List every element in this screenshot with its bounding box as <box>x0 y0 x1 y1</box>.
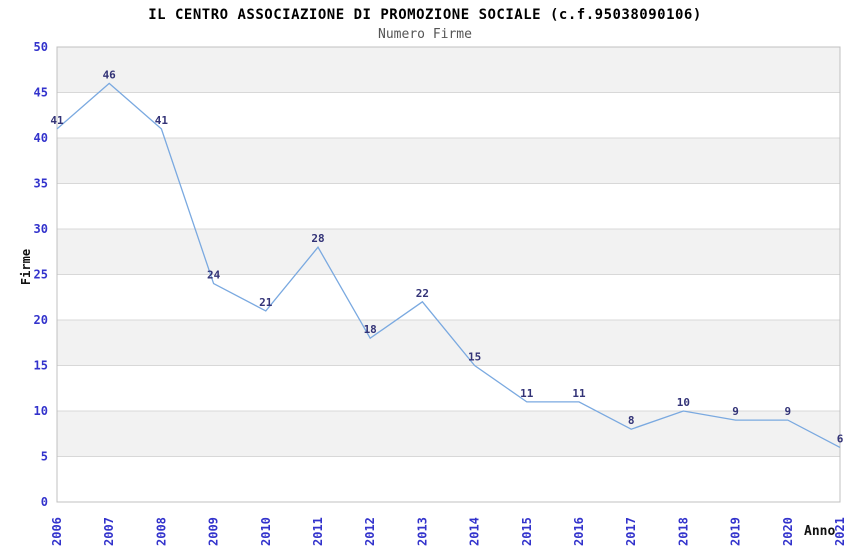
y-tick-label: 0 <box>41 495 48 509</box>
data-label: 41 <box>50 114 64 127</box>
y-tick-label: 35 <box>34 177 48 191</box>
x-tick-label: 2017 <box>624 517 638 546</box>
x-tick-label: 2007 <box>102 517 116 546</box>
series-line <box>56 82 841 448</box>
x-tick-label: 2010 <box>259 517 273 546</box>
x-tick-label: 2013 <box>415 517 429 546</box>
data-label: 9 <box>732 405 739 418</box>
data-label: 8 <box>628 414 635 427</box>
data-label: 11 <box>572 387 586 400</box>
x-tick-label: 2015 <box>520 517 534 546</box>
plot-band <box>57 229 840 275</box>
data-label: 24 <box>207 269 221 282</box>
plot-band <box>57 138 840 184</box>
data-label: 21 <box>259 296 273 309</box>
plot-band <box>57 47 840 93</box>
data-label: 46 <box>103 68 117 81</box>
y-tick-label: 40 <box>34 131 48 145</box>
x-tick-label: 2018 <box>676 517 690 546</box>
data-label: 11 <box>520 387 534 400</box>
data-label: 41 <box>155 114 169 127</box>
x-tick-label: 2014 <box>468 517 482 546</box>
x-tick-label: 2016 <box>572 517 586 546</box>
data-label: 6 <box>837 432 844 445</box>
y-tick-label: 50 <box>34 40 48 54</box>
x-tick-label: 2019 <box>729 517 743 546</box>
data-label: 15 <box>468 351 481 364</box>
y-tick-label: 5 <box>41 450 48 464</box>
data-label: 18 <box>364 323 377 336</box>
x-tick-label: 2020 <box>781 517 795 546</box>
plot-border <box>56 46 841 503</box>
chart-title: IL CENTRO ASSOCIAZIONE DI PROMOZIONE SOC… <box>148 7 702 23</box>
x-tick-label: 2012 <box>363 517 377 546</box>
y-tick-label: 15 <box>34 359 48 373</box>
y-tick-label: 25 <box>34 268 48 282</box>
data-label: 22 <box>416 287 429 300</box>
chart-subtitle: Numero Firme <box>378 27 472 42</box>
data-label: 28 <box>311 232 324 245</box>
y-tick-label: 45 <box>34 86 48 100</box>
plot-band <box>57 320 840 366</box>
y-tick-label: 10 <box>34 404 48 418</box>
data-label: 10 <box>677 396 690 409</box>
x-tick-label: 2009 <box>207 517 221 546</box>
x-tick-label: 2008 <box>154 517 168 546</box>
y-tick-label: 20 <box>34 313 48 327</box>
plot-band <box>57 411 840 457</box>
x-tick-label: 2011 <box>311 517 325 546</box>
x-tick-label: 2006 <box>50 517 64 546</box>
x-tick-label: 2021 <box>833 517 847 546</box>
data-label: 9 <box>784 405 791 418</box>
x-axis-title: Anno <box>804 524 836 539</box>
y-tick-label: 30 <box>34 222 48 236</box>
